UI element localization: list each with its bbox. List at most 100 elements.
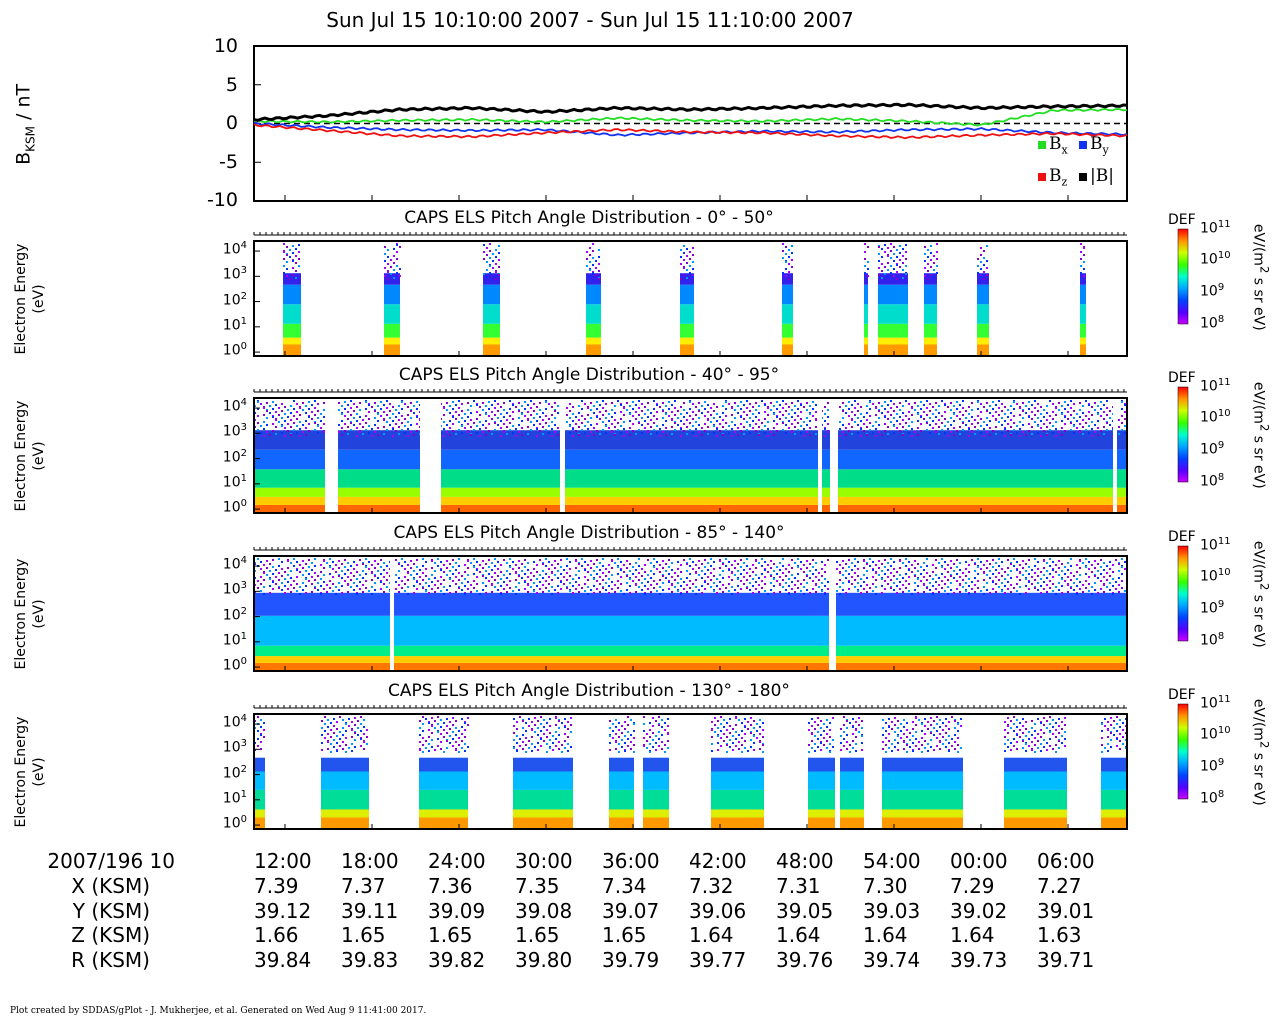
- spectrogram-band: [586, 323, 601, 338]
- spectrogram-speckle: [671, 584, 673, 586]
- spectrogram-speckle: [621, 746, 623, 748]
- spectrogram-speckle: [332, 561, 334, 563]
- spectrogram-speckle: [569, 575, 571, 577]
- spectrogram-speckle: [749, 410, 751, 412]
- spectrogram-speckle: [398, 426, 400, 428]
- spectrogram-speckle: [899, 423, 901, 425]
- spectrogram-speckle: [593, 412, 595, 414]
- spectrogram-speckle: [332, 576, 334, 578]
- spectrogram-speckle: [826, 719, 828, 721]
- spectrogram-speckle: [917, 592, 919, 594]
- spectrogram-speckle: [980, 261, 982, 263]
- spectrogram-speckle: [531, 743, 533, 745]
- spectrogram-speckle: [683, 588, 685, 590]
- spectrogram-speckle: [602, 587, 604, 589]
- spectrogram-speckle: [260, 403, 262, 405]
- spectrogram-speckle: [832, 739, 834, 741]
- spectrogram-speckle: [422, 565, 424, 567]
- spectrogram-speckle: [860, 428, 862, 430]
- spectrogram-speckle: [275, 569, 277, 571]
- spectrogram-speckle: [1019, 579, 1021, 581]
- spectrogram-speckle: [924, 718, 926, 720]
- spectrogram-speckle: [653, 408, 655, 410]
- spectrogram-speckle: [920, 408, 922, 410]
- spectrogram-speckle: [869, 558, 871, 560]
- spectrogram-speckle: [875, 435, 877, 437]
- spectrogram-speckle: [839, 572, 841, 574]
- spectrogram-speckle: [1109, 568, 1111, 570]
- spectrogram-speckle: [1121, 558, 1123, 560]
- spectrogram-speckle: [951, 738, 953, 740]
- spectrogram-speckle: [587, 421, 589, 423]
- spectrogram-speckle: [722, 426, 724, 428]
- spectrogram-speckle: [599, 569, 601, 571]
- spectrogram-speckle: [570, 724, 572, 726]
- spectrogram-speckle: [817, 731, 819, 733]
- spectrogram-speckle: [342, 741, 344, 743]
- spectrogram-speckle: [498, 266, 500, 268]
- spectrogram-speckle: [497, 568, 499, 570]
- spectrogram-speckle: [664, 751, 666, 753]
- time-tick-label: 24:00: [428, 849, 486, 873]
- spectrogram-speckle: [860, 585, 862, 587]
- spectrogram-speckle: [896, 578, 898, 580]
- spectrogram-speckle: [317, 589, 319, 591]
- colorbar-tick-label: 1010: [1200, 250, 1231, 268]
- spectrogram-speckle: [1118, 433, 1120, 435]
- spectrogram-band: [513, 789, 573, 810]
- spectrogram-speckle: [692, 425, 694, 427]
- spectrogram-speckle: [992, 401, 994, 403]
- spectrogram-speckle: [290, 412, 292, 414]
- spectrogram-speckle: [1082, 419, 1084, 421]
- spectrogram-speckle: [1073, 410, 1075, 412]
- ephemeris-value: 1.64: [776, 923, 821, 947]
- spectrogram-speckle: [1043, 588, 1045, 590]
- spectrogram-speckle: [557, 570, 559, 572]
- spectrogram-speckle: [464, 750, 466, 752]
- spectrogram-speckle: [644, 585, 646, 587]
- spectrogram-speckle: [881, 263, 883, 265]
- spectrogram-speckle: [882, 741, 884, 743]
- spectrogram-speckle: [959, 418, 961, 420]
- spectrogram-band: [808, 817, 835, 829]
- spectrogram-speckle: [1061, 570, 1063, 572]
- spectrogram-speckle: [851, 426, 853, 428]
- spectrogram-speckle: [593, 578, 595, 580]
- spectrogram-speckle: [815, 591, 817, 593]
- spectrogram-speckle: [1007, 588, 1009, 590]
- spectrogram-speckle: [851, 419, 853, 421]
- spectrogram-speckle: [470, 426, 472, 428]
- spectrogram-speckle: [647, 423, 649, 425]
- spectrogram-speckle: [1058, 431, 1060, 433]
- spectrogram-speckle: [785, 410, 787, 412]
- spectrogram-speckle: [1091, 571, 1093, 573]
- spectrogram-speckle: [602, 414, 604, 416]
- spectrogram-speckle: [521, 434, 523, 436]
- spectrogram-speckle: [929, 589, 931, 591]
- spectrogram-speckle: [359, 431, 361, 433]
- spectrogram-speckle: [824, 564, 826, 566]
- spectrogram-speckle: [572, 406, 574, 408]
- spectrogram-speckle: [936, 745, 938, 747]
- spectrogram-speckle: [1031, 418, 1033, 420]
- spectrogram-speckle: [287, 560, 289, 562]
- spectrogram-speckle: [692, 403, 694, 405]
- spectrogram-speckle: [794, 426, 796, 428]
- spectrogram-speckle: [788, 593, 790, 595]
- spectrogram-speckle: [314, 572, 316, 574]
- spectrogram-speckle: [491, 411, 493, 413]
- energy-tick-label: 101: [222, 788, 247, 807]
- spectrogram-speckle: [701, 434, 703, 436]
- spectrogram-speckle: [887, 576, 889, 578]
- spectrogram-speckle: [555, 717, 557, 719]
- spectrogram-speckle: [537, 720, 539, 722]
- spectrogram-speckle: [590, 574, 592, 576]
- spectrogram-speckle: [932, 413, 934, 415]
- spectrogram-speckle: [494, 565, 496, 567]
- spectrogram-speckle: [752, 585, 754, 587]
- spectrogram-speckle: [1019, 572, 1021, 574]
- spectrogram-speckle: [662, 560, 664, 562]
- spectrogram-speckle: [1034, 400, 1036, 402]
- spectrogram-speckle: [278, 414, 280, 416]
- spectrogram-speckle: [596, 416, 598, 418]
